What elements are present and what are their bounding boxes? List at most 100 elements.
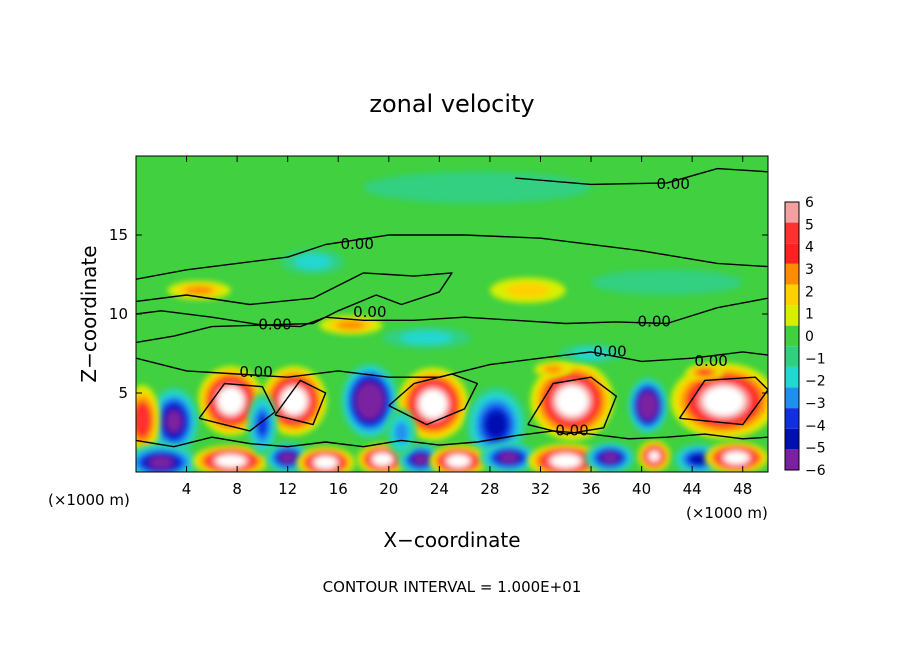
- y-tick-label: 5: [118, 384, 128, 402]
- contour-label: 0.00: [555, 421, 588, 439]
- y-axis-label: Z−coordinate: [77, 245, 101, 382]
- colorbar-tick-label: −6: [805, 463, 826, 479]
- field-cell-16: [429, 445, 488, 472]
- zero-contours: [136, 167, 768, 448]
- colorbar-swatch: [785, 202, 799, 223]
- field-cell-34: [591, 269, 743, 296]
- field-cell-28: [281, 249, 345, 275]
- contour-interval-note: CONTOUR INTERVAL = 1.000E+01: [323, 578, 582, 596]
- field-cell-13: [296, 446, 355, 472]
- x-tick-label: 36: [581, 480, 600, 498]
- x-tick-label: 40: [632, 480, 651, 498]
- field-cell-27: [489, 277, 566, 303]
- x-tick-label: 4: [182, 480, 192, 498]
- field-cell-6: [465, 386, 527, 463]
- colorbar-tick-label: −3: [805, 396, 826, 412]
- colorbar-tick-label: −2: [805, 374, 826, 390]
- contour-label: 0.00: [258, 316, 291, 334]
- field-cell-1: [148, 386, 200, 457]
- y-tick-label: 10: [109, 305, 128, 323]
- field-cell-32: [685, 364, 724, 381]
- field-cell-2: [136, 385, 161, 455]
- contour-label: 0.00: [656, 175, 689, 193]
- colorbar-swatch: [785, 263, 799, 285]
- field-cell-29: [382, 326, 471, 349]
- colorbar-swatch: [785, 243, 799, 264]
- field-cell-23: [247, 393, 278, 457]
- field-cell-33: [363, 171, 592, 204]
- colorbar-swatch: [785, 449, 799, 470]
- contour-label: 0.00: [638, 312, 671, 330]
- zero-contour-line: [274, 379, 327, 426]
- colorbar-swatch: [785, 284, 799, 306]
- colorbar-tick-label: −1: [805, 351, 826, 367]
- y-tick-label: 15: [109, 226, 128, 244]
- chart-title: zonal velocity: [369, 90, 534, 118]
- zero-contour-line: [136, 430, 768, 448]
- field-cell-22: [704, 441, 768, 472]
- colorbar-frame: [784, 201, 800, 471]
- x-tick-label: 32: [531, 480, 550, 498]
- x-tick-label: 8: [232, 480, 242, 498]
- contour-label: 0.00: [239, 363, 272, 381]
- contour-label: 0.00: [694, 352, 727, 370]
- x-axis: 4 8 12 16 20 24 28 32 36 40 44 48: [182, 156, 752, 498]
- colorbar-swatch: [785, 428, 799, 450]
- y-axis: 5 10 15: [109, 226, 768, 402]
- colorbar-tick-label: 2: [805, 284, 814, 300]
- colorbar-tick-label: 1: [805, 307, 814, 323]
- x-tick-label: 48: [733, 480, 752, 498]
- velocity-field: [136, 171, 768, 472]
- field-cell-19: [584, 441, 636, 472]
- x-axis-label: X−coordinate: [383, 528, 520, 552]
- colorbar-swatch: [785, 222, 799, 244]
- contour-label: 0.00: [353, 303, 386, 321]
- x-unit-left: (×1000 m): [48, 491, 130, 509]
- x-tick-label: 28: [480, 480, 499, 498]
- field-cell-30: [559, 344, 623, 363]
- colorbar: 6 5 4 3 2 1 0 −1 −2 −3 −4 −5 −6: [784, 195, 826, 479]
- colorbar-swatch: [785, 325, 799, 347]
- colorbar-swatch: [785, 387, 799, 409]
- plot-area: 0.00 0.00 0.00 0.00 0.00 0.00 0.00 0.00 0.00: [135, 155, 769, 473]
- field-cell-24: [386, 408, 417, 457]
- field-cell-20: [637, 440, 671, 472]
- zero-contour-line: [678, 376, 768, 426]
- field-cell-17: [479, 441, 538, 472]
- colorbar-swatch: [785, 408, 799, 429]
- zero-contour-line: [136, 351, 768, 378]
- colorbar-tick-label: 4: [805, 240, 814, 256]
- x-tick-label: 12: [278, 480, 297, 498]
- zero-contour-line: [136, 234, 768, 280]
- field-cell-7: [530, 361, 614, 441]
- colorbar-swatch: [785, 366, 799, 388]
- zero-contour-line: [136, 272, 453, 326]
- x-unit-right: (×1000 m): [686, 504, 768, 522]
- field-cell-8: [627, 377, 669, 435]
- colorbar-swatch: [785, 346, 799, 367]
- zero-contour-line: [198, 382, 276, 432]
- x-tick-label: 24: [430, 480, 449, 498]
- colorbar-tick-label: 0: [805, 329, 814, 345]
- field-cell-31: [534, 361, 573, 378]
- zero-contour-line: [136, 297, 768, 344]
- colorbar-tick-label: −5: [805, 441, 826, 457]
- colorbar-tick-label: 5: [805, 217, 814, 233]
- zero-contour-line: [527, 376, 617, 435]
- contour-labels: 0.00 0.00 0.00 0.00 0.00 0.00 0.00 0.00 0.00: [239, 175, 727, 439]
- field-cell-11: [192, 445, 269, 472]
- colorbar-tick-label: 3: [805, 262, 814, 278]
- contour-label: 0.00: [593, 342, 626, 360]
- zero-contour-line: [388, 373, 478, 426]
- contour-label: 0.00: [340, 235, 373, 253]
- field-cell-4: [340, 362, 399, 439]
- x-tick-label: 16: [329, 480, 348, 498]
- field-cell-10: [136, 443, 200, 472]
- x-tick-label: 20: [379, 480, 398, 498]
- colorbar-tick-label: 6: [805, 195, 814, 211]
- colorbar-tick-label: −4: [805, 418, 826, 434]
- zero-contour-line: [515, 167, 768, 186]
- x-tick-label: 44: [683, 480, 702, 498]
- field-cell-18: [527, 443, 604, 472]
